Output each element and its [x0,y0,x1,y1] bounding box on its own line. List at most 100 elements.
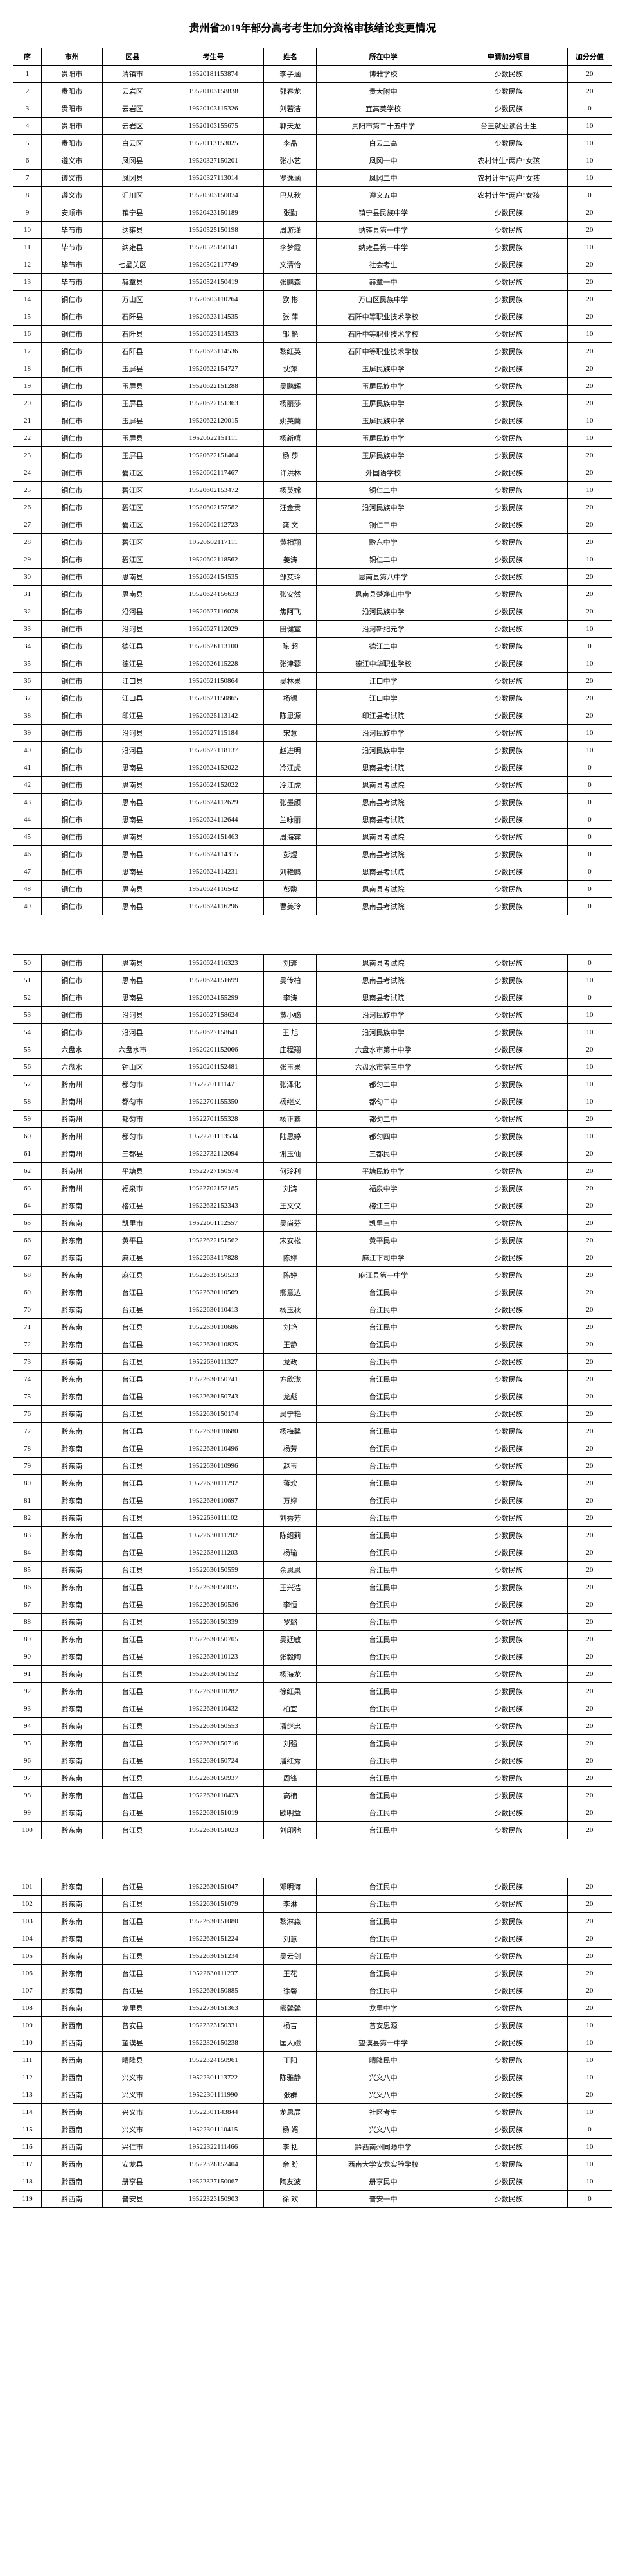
cell: 73 [13,1354,42,1371]
cell: 台江县 [102,1982,163,2000]
cell: 20 [567,707,612,725]
cell: 少数民族 [450,1562,568,1579]
cell: 少数民族 [450,1093,568,1111]
cell: 10 [567,135,612,152]
cell: 台江民中 [317,1510,450,1527]
cell: 黔南州 [42,1163,102,1180]
cell: 0 [567,100,612,118]
cell: 20 [567,1371,612,1388]
table-row: 67黔东南麻江县19522634117828陈婷麻江下司中学少数民族20 [13,1249,612,1267]
cell: 台江县 [102,1683,163,1700]
cell: 38 [13,707,42,725]
cell: 85 [13,1562,42,1579]
cell: 少数民族 [450,1787,568,1804]
cell: 贵阳市 [42,135,102,152]
cell: 赫章一中 [317,274,450,291]
cell: 19522301111990 [163,2086,263,2104]
cell: 20 [567,1180,612,1197]
cell: 19522328152404 [163,2156,263,2173]
cell: 86 [13,1579,42,1596]
cell: 35 [13,655,42,673]
cell: 白云二高 [317,135,450,152]
cell: 台江民中 [317,1896,450,1913]
cell: 10 [567,2052,612,2069]
cell: 少数民族 [450,1458,568,1475]
cell: 少数民族 [450,1163,568,1180]
cell: 丁阳 [264,2052,317,2069]
cell: 碧江区 [102,464,163,482]
cell: 21 [13,412,42,430]
cell: 宋意 [264,725,317,742]
cell: 黔西南 [42,2052,102,2069]
cell: 少数民族 [450,1111,568,1128]
cell: 19522630150339 [163,1614,263,1631]
cell: 19522630151079 [163,1896,263,1913]
cell: 19520627116078 [163,603,263,621]
cell: 少数民族 [450,239,568,256]
table-row: 48铜仁市思南县19520624116542彭馥思南县考试院少数民族0 [13,881,612,898]
cell: 少数民族 [450,829,568,846]
cell: 铜仁市 [42,378,102,395]
cell: 铜仁市 [42,972,102,989]
cell: 石阡县 [102,326,163,343]
table-row: 10毕节市纳雍县19520525150198周游瑾纳雍县第一中学少数民族20 [13,222,612,239]
cell: 台江县 [102,1614,163,1631]
cell: 19522301113722 [163,2069,263,2086]
cell: 少数民族 [450,551,568,569]
cell: 刘秀芳 [264,1510,317,1527]
cell: 纳雍县第一中学 [317,239,450,256]
cell: 19522701155350 [163,1093,263,1111]
cell: 89 [13,1631,42,1648]
cell: 吴林果 [264,673,317,690]
cell: 0 [567,846,612,863]
cell: 少数民族 [450,1180,568,1197]
cell: 思南县 [102,777,163,794]
cell: 思南县考试院 [317,863,450,881]
cell: 思南县考试院 [317,881,450,898]
cell: 102 [13,1896,42,1913]
cell: 少数民族 [450,83,568,100]
cell: 台江县 [102,1913,163,1930]
cell: 台江民中 [317,1319,450,1336]
cell: 沿河民族中学 [317,742,450,759]
cell: 铜仁市 [42,989,102,1007]
col-header: 区县 [102,48,163,66]
cell: 20 [567,1735,612,1752]
cell: 20 [567,1423,612,1440]
table-row: 65黔东南凯里市19522601112557吴尚芬凯里三中少数民族20 [13,1215,612,1232]
table-row: 3贵阳市云岩区19520103115326刘若洁宜高美学校少数民族0 [13,100,612,118]
cell: 黔西南 [42,2191,102,2208]
cell: 10 [567,2104,612,2121]
cell: 19520625113142 [163,707,263,725]
cell: 六盘水市第三中学 [317,1059,450,1076]
cell: 19522701113534 [163,1128,263,1145]
cell: 江口中学 [317,673,450,690]
cell: 少数民族 [450,1301,568,1319]
cell: 兴仁市 [102,2139,163,2156]
cell: 玉屏县 [102,430,163,447]
cell: 兴义市 [102,2104,163,2121]
cell: 少数民族 [450,1492,568,1510]
cell: 台江民中 [317,1982,450,2000]
cell: 铜仁市 [42,412,102,430]
cell: 少数民族 [450,2191,568,2208]
cell: 82 [13,1510,42,1527]
cell: 20 [567,1406,612,1423]
cell: 思南县 [102,846,163,863]
cell: 贵大附中 [317,83,450,100]
cell: 83 [13,1527,42,1544]
cell: 台江民中 [317,1948,450,1965]
cell: 19520627158641 [163,1024,263,1041]
table-row: 25铜仁市碧江区19520602153472杨英嫦铜仁二中少数民族10 [13,482,612,499]
cell: 黔东南 [42,1930,102,1948]
cell: 台江民中 [317,1423,450,1440]
cell: 麻江县 [102,1249,163,1267]
cell: 黔东南 [42,1878,102,1896]
cell: 沿河县 [102,1007,163,1024]
cell: 台江民中 [317,1475,450,1492]
cell: 19520602118562 [163,551,263,569]
cell: 78 [13,1440,42,1458]
cell: 19520524150419 [163,274,263,291]
cell: 台江县 [102,1301,163,1319]
cell: 思南县 [102,829,163,846]
